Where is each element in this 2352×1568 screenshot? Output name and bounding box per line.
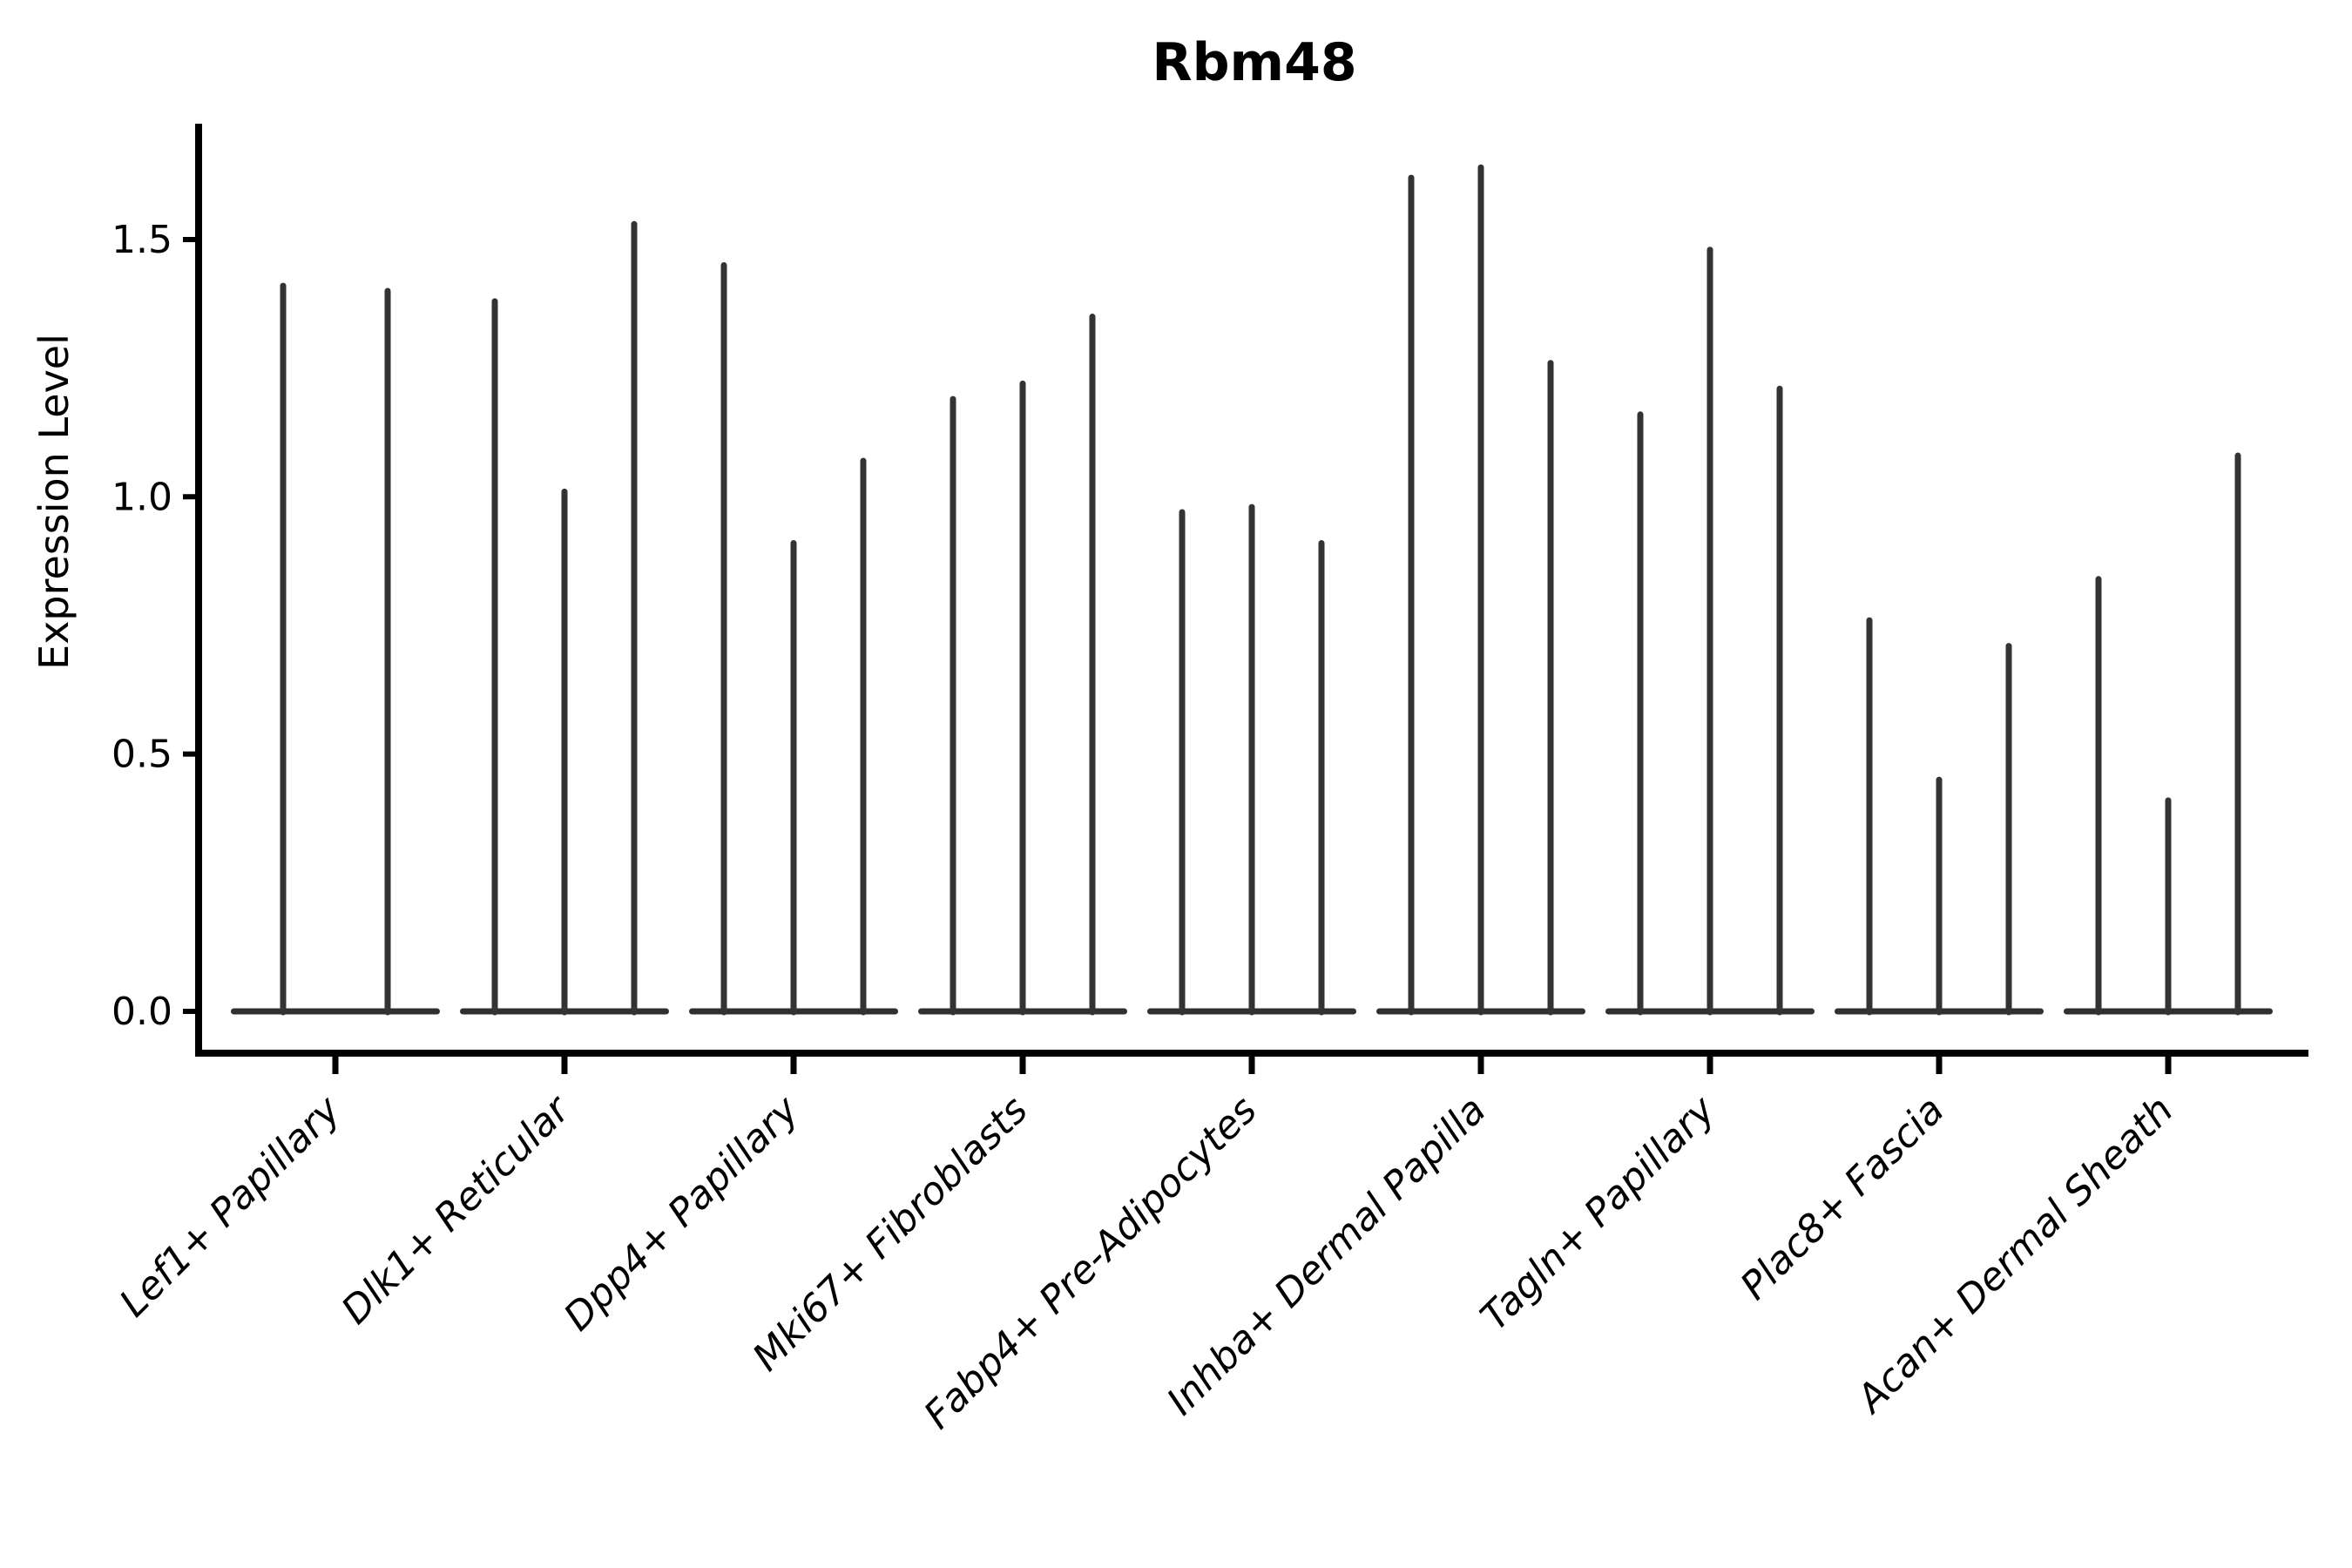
y-tick-label: 1.0 (112, 475, 172, 519)
y-tick-label: 1.5 (112, 218, 172, 262)
violin-base (231, 1008, 440, 1015)
x-tick-label: Lef1+ Papillary (112, 1087, 350, 1326)
x-tick-label: Tagln+ Papillary (1472, 1087, 1724, 1339)
y-tick-label: 0.0 (112, 990, 172, 1034)
y-tick-label: 0.5 (112, 733, 172, 777)
x-tick-label: Dlk1+ Reticular (333, 1086, 579, 1333)
chart-title: Rbm48 (1152, 32, 1356, 93)
y-axis-label: Expression Level (30, 334, 78, 670)
x-tick-label: Dpp4+ Papillary (556, 1087, 808, 1340)
x-tick-label: Plac8+ Fascia (1732, 1088, 1952, 1308)
